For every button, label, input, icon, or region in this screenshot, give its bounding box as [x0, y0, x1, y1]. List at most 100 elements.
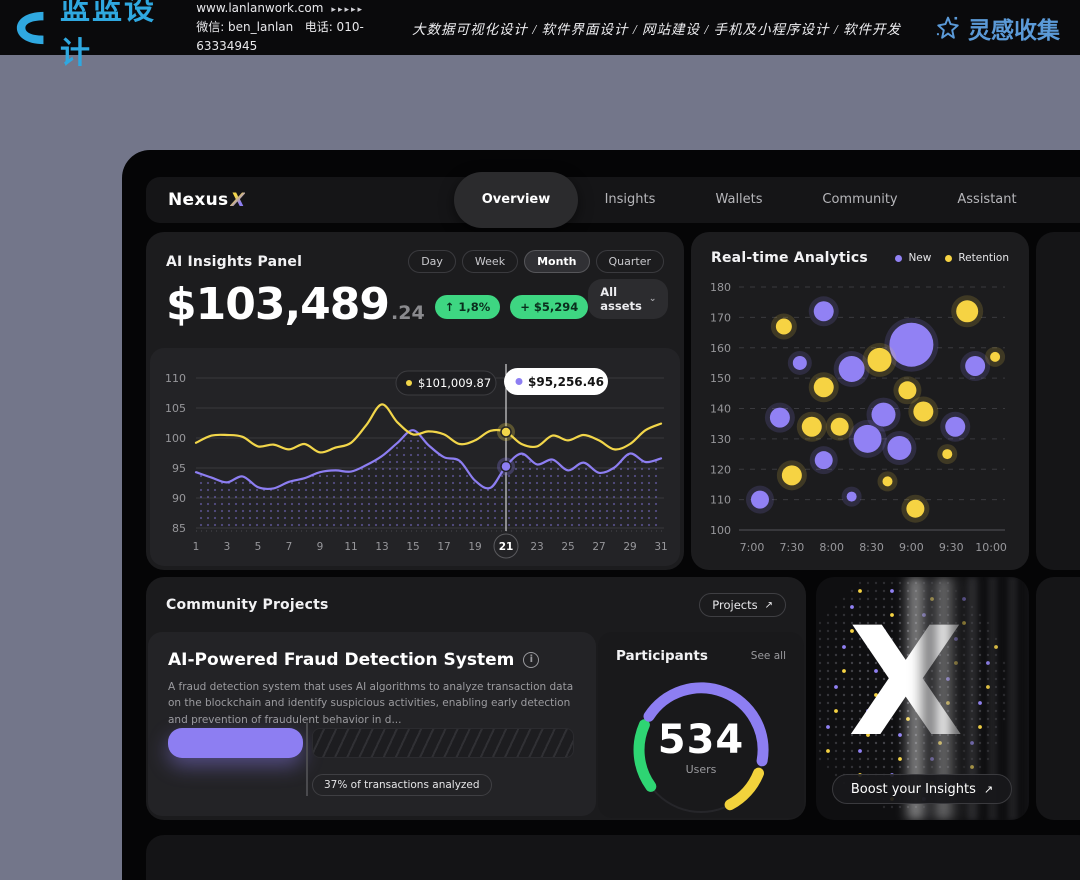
tab-month[interactable]: Month	[524, 250, 590, 273]
svg-text:27: 27	[592, 541, 605, 553]
active-tab-pill	[454, 172, 578, 228]
svg-text:150: 150	[710, 372, 731, 385]
nexus-logo: Nexus X	[168, 177, 245, 223]
community-panel-title: Community Projects	[166, 597, 329, 613]
svg-text:19: 19	[468, 541, 481, 553]
legend-retention-label: Retention	[958, 252, 1009, 264]
legend-new-label: New	[908, 252, 932, 264]
participants-gauge: 534 Users	[598, 662, 804, 818]
tab-day[interactable]: Day	[408, 250, 456, 273]
svg-text:3: 3	[224, 541, 231, 553]
lanlan-brand: 蓝蓝设计	[14, 0, 178, 72]
svg-text:31: 31	[654, 541, 667, 553]
assets-dropdown-value: All assets	[600, 285, 642, 313]
participants-title: Participants	[616, 648, 708, 664]
insights-line-chart: 110 105 100 95 90 85 1 3 5 7 9 11 13 15 17 19 21 23 25 27 29…	[150, 348, 680, 566]
insights-panel-title: AI Insights Panel	[166, 253, 303, 270]
tab-quarter[interactable]: Quarter	[595, 250, 664, 273]
svg-text:7: 7	[286, 541, 293, 553]
svg-text:170: 170	[710, 311, 731, 324]
arrow-up-right-icon: ↗	[983, 782, 994, 796]
banner-website[interactable]: www.lanlanwork.com	[196, 1, 324, 16]
projects-button-label: Projects	[712, 598, 758, 612]
participants-count: 534	[657, 717, 745, 763]
cutoff-panel-middle	[1036, 577, 1080, 820]
banner-contact: www.lanlanwork.com ▸▸▸▸▸ 微信: ben_lanlan 电…	[196, 0, 412, 56]
svg-text:105: 105	[165, 402, 186, 415]
svg-text:95: 95	[172, 462, 186, 475]
svg-text:11: 11	[344, 541, 357, 553]
tab-wallets[interactable]: Wallets	[715, 192, 763, 207]
collect-label: 灵感收集	[968, 17, 1060, 43]
dashboard-frame: Nexus X Overview Insights Wallets Communi…	[122, 150, 1080, 880]
top-navbar: Nexus X Overview Insights Wallets Communi…	[146, 172, 1080, 228]
svg-text:130: 130	[710, 433, 731, 446]
nexus-logo-text: Nexus	[168, 190, 229, 210]
svg-text:17: 17	[437, 541, 450, 553]
tab-overview[interactable]: Overview	[481, 192, 551, 207]
chevron-down-icon: ⌄	[648, 294, 657, 304]
realtime-analytics-panel: Real-time Analytics New Retention 180 170…	[691, 232, 1029, 570]
svg-text:7:00: 7:00	[740, 541, 765, 554]
tab-week[interactable]: Week	[461, 250, 519, 273]
progress-bar-fill	[168, 728, 303, 758]
tab-insights[interactable]: Insights	[604, 192, 656, 207]
portfolio-value-cents: .24	[391, 302, 425, 324]
svg-text:120: 120	[710, 463, 731, 476]
lanlan-brand-name: 蓝蓝设计	[60, 0, 156, 71]
cutoff-panel-top	[1036, 232, 1080, 570]
analytics-legend: New Retention	[895, 252, 1009, 264]
boost-insights-button[interactable]: Boost your Insights ↗	[832, 774, 1012, 804]
info-icon[interactable]: i	[523, 652, 540, 668]
svg-text:110: 110	[710, 494, 731, 507]
boost-button-label: Boost your Insights	[850, 781, 976, 797]
analytics-panel-title: Real-time Analytics	[711, 250, 868, 266]
participants-unit: Users	[685, 763, 717, 776]
change-amount-badge: + $5,294	[510, 295, 589, 319]
svg-text:21: 21	[499, 541, 514, 553]
tab-community[interactable]: Community	[822, 192, 898, 207]
see-all-link[interactable]: See all	[750, 650, 786, 662]
fraud-detection-card[interactable]: AI-Powered Fraud Detection System i A fr…	[148, 632, 596, 816]
cutoff-panel-bottom	[146, 835, 1080, 880]
svg-text:140: 140	[710, 403, 731, 416]
banner-phone: 电话: 010-63334945	[196, 20, 364, 53]
svg-text:25: 25	[561, 541, 574, 553]
svg-text:9:00: 9:00	[899, 541, 924, 554]
svg-text:9:30: 9:30	[939, 541, 964, 554]
svg-text:$101,009.87: $101,009.87	[418, 376, 491, 390]
lanlan-logo-icon	[14, 9, 52, 47]
svg-text:110: 110	[165, 372, 186, 385]
collect-brand[interactable]: 灵感收集	[935, 11, 1060, 45]
svg-text:8:30: 8:30	[859, 541, 884, 554]
change-percent-badge: ↑ 1,8%	[434, 295, 501, 319]
svg-text:13: 13	[375, 541, 388, 553]
svg-text:85: 85	[172, 522, 186, 535]
svg-text:9: 9	[317, 541, 324, 553]
svg-text:180: 180	[710, 281, 731, 294]
svg-text:160: 160	[710, 342, 731, 355]
assets-dropdown[interactable]: All assets ⌄	[588, 279, 669, 319]
promo-banner: 蓝蓝设计 www.lanlanwork.com ▸▸▸▸▸ 微信: ben_lan…	[0, 0, 1080, 71]
boost-insights-card[interactable]: X Boost your Insights ↗	[816, 577, 1029, 820]
svg-text:23: 23	[530, 541, 543, 553]
svg-text:90: 90	[172, 492, 186, 505]
range-tabs: Day Week Month Quarter	[408, 250, 664, 273]
fraud-card-title: AI-Powered Fraud Detection System	[168, 650, 515, 670]
svg-text:29: 29	[623, 541, 636, 553]
projects-button[interactable]: Projects ↗	[699, 593, 786, 617]
svg-text:15: 15	[406, 541, 419, 553]
participants-card: Participants See all 534 Users	[598, 632, 804, 818]
tab-assistant[interactable]: Assistant	[957, 192, 1017, 207]
svg-text:1: 1	[193, 541, 200, 553]
portfolio-value: $103,489	[166, 278, 390, 330]
progress-bar-remaining	[312, 728, 574, 758]
ai-insights-panel: AI Insights Panel Day Week Month Quarter…	[146, 232, 684, 570]
svg-text:5: 5	[255, 541, 262, 553]
svg-text:100: 100	[165, 432, 186, 445]
nexus-logo-x-icon: X	[230, 189, 246, 211]
banner-arrows: ▸▸▸▸▸	[331, 5, 365, 16]
community-projects-panel: Community Projects Projects ↗ AI-Powered…	[146, 577, 806, 820]
progress-divider	[306, 722, 308, 796]
banner-services: 大数据可视化设计 / 软件界面设计 / 网站建设 / 手机及小程序设计 / 软件…	[411, 21, 901, 37]
